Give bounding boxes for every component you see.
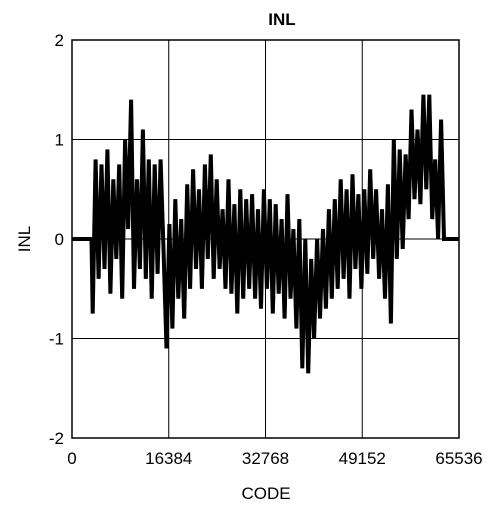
x-axis-label: CODE xyxy=(241,484,290,503)
y-tick-label: 2 xyxy=(55,31,64,50)
y-tick-label: -1 xyxy=(49,330,64,349)
x-tick-label: 16384 xyxy=(145,449,192,468)
x-tick-label: 0 xyxy=(67,449,76,468)
inl-series-line xyxy=(72,94,459,374)
y-tick-label: 1 xyxy=(55,131,64,150)
x-tick-label: 49152 xyxy=(339,449,386,468)
x-tick-label: 32768 xyxy=(242,449,289,468)
plot-frame xyxy=(71,39,460,439)
tick-labels: 0 16384 32768 49152 65536 2 1 0 -1 -2 xyxy=(49,31,483,468)
y-axis-label: INL xyxy=(15,226,34,252)
y-tick-label: -2 xyxy=(49,429,64,448)
y-tick-label: 0 xyxy=(55,230,64,249)
x-tick-label: 65536 xyxy=(435,449,482,468)
chart-title: INL xyxy=(268,10,295,29)
plot-area xyxy=(72,94,459,374)
